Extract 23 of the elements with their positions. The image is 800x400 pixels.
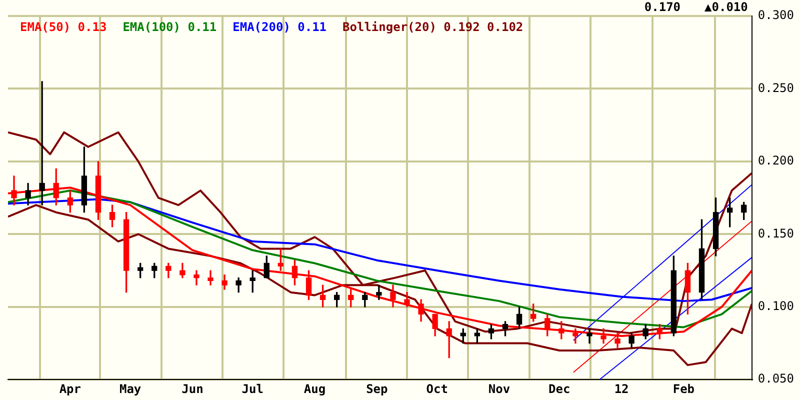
text: ▲0.010 bbox=[704, 0, 748, 14]
x-tick-label: May bbox=[119, 382, 142, 396]
x-tick-label: Jun bbox=[182, 382, 204, 396]
text: EMA(100) 0.11 bbox=[122, 20, 217, 34]
y-tick-label: 0.250 bbox=[758, 80, 794, 95]
x-tick-label: Dec bbox=[548, 382, 570, 396]
x-tick-label: Jul bbox=[242, 382, 264, 396]
text: EMA(200) 0.11 bbox=[232, 20, 327, 34]
text: Bollinger(20) 0.192 0.102 bbox=[342, 20, 524, 34]
x-tick-label: Aug bbox=[304, 382, 326, 396]
text: EMA(50) 0.13 bbox=[20, 20, 107, 34]
x-tick-label: 12 bbox=[614, 382, 629, 396]
y-tick-label: 0.100 bbox=[758, 299, 794, 314]
x-tick-label: Feb bbox=[672, 382, 695, 396]
x-tick-label: Nov bbox=[488, 382, 510, 396]
y-tick-label: 0.150 bbox=[758, 226, 794, 240]
x-tick-label: Oct bbox=[426, 382, 448, 396]
y-tick-label: 0.300 bbox=[758, 8, 794, 22]
text: 0.170 bbox=[644, 0, 681, 14]
y-tick-label: 0.050 bbox=[758, 372, 794, 386]
x-tick-label: Apr bbox=[59, 382, 81, 396]
x-tick-label: Sep bbox=[366, 382, 388, 396]
y-tick-label: 0.200 bbox=[758, 154, 794, 168]
